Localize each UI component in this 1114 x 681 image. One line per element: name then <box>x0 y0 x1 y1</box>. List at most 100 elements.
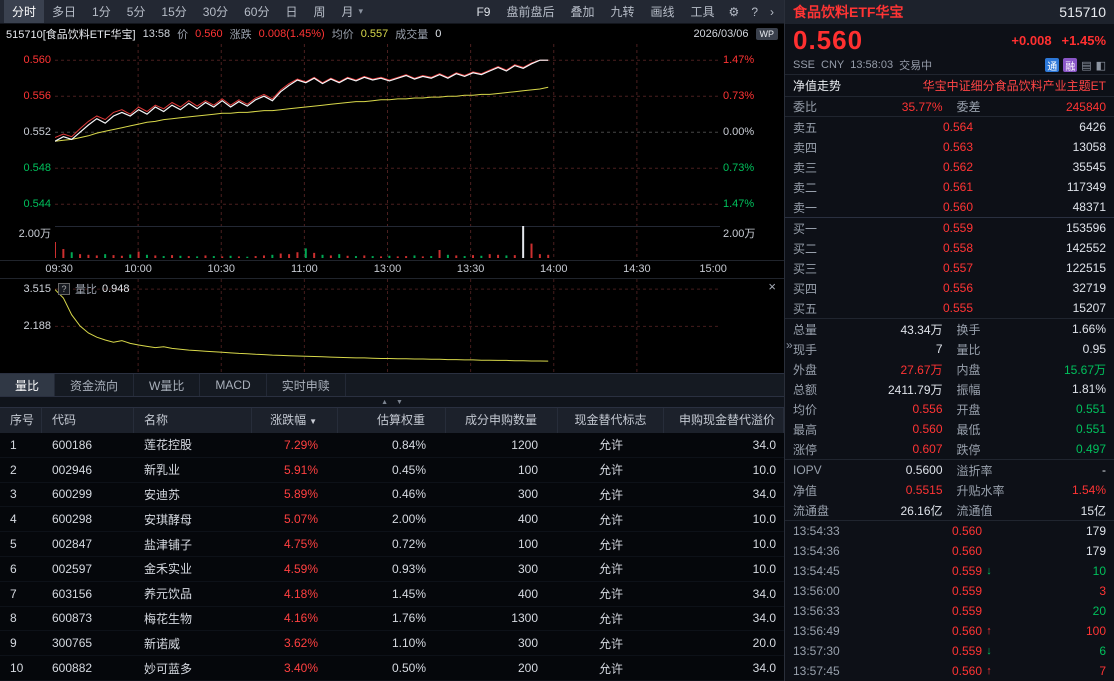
table-row[interactable]: 4 600298 安琪酵母 5.07% 2.00% 400 允许 10.0 <box>0 507 784 533</box>
tab-3[interactable]: W量比 <box>134 374 201 396</box>
chevron-right-icon[interactable]: › <box>770 4 774 19</box>
bid-level-row[interactable]: 买二 0.558 142552 <box>785 238 1114 258</box>
bid-level-row[interactable]: 买三 0.557 122515 <box>785 258 1114 278</box>
toolbar-period-1[interactable]: 分时 <box>4 0 45 23</box>
bid-level-row[interactable]: 买四 0.556 32719 <box>785 278 1114 298</box>
cell-cash-flag: 允许 <box>598 587 623 602</box>
tick-row[interactable]: 13:57:30 0.559 ↓ 6 <box>785 641 1114 661</box>
collapse-panel-icon[interactable]: » <box>786 338 793 352</box>
toolbar-period-7[interactable]: 60分 <box>244 5 270 19</box>
gear-icon[interactable]: ⚙ <box>728 4 740 19</box>
liangbi-chart-svg[interactable] <box>55 279 720 373</box>
help-icon[interactable]: ? <box>58 283 70 295</box>
tick-row[interactable]: 13:57:45 0.560 ↑ 7 <box>785 661 1114 681</box>
margin-badge-2: 融 <box>1063 58 1078 73</box>
y-axis-price-label: 0.556 <box>23 90 51 103</box>
table-row[interactable]: 10 600882 妙可蓝多 3.40% 0.50% 200 允许 34.0 <box>0 656 784 681</box>
tab-nav-trend[interactable]: 净值走势 <box>793 79 842 93</box>
fund-full-name[interactable]: 华宝中证细分食品饮料产业主题ET <box>922 79 1106 93</box>
ask-level-row[interactable]: 卖五 0.564 6426 <box>785 117 1114 137</box>
f9-button[interactable]: F9 <box>476 4 491 19</box>
cell-weight: 0.45% <box>391 462 426 477</box>
cell-index: 8 <box>10 611 17 626</box>
bid-level-label: 买一 <box>793 221 818 236</box>
tick-row[interactable]: 13:54:36 0.560 179 <box>785 541 1114 561</box>
toolbar-period-9[interactable]: 周 <box>313 5 326 19</box>
column-header-4[interactable]: 涨跌幅 ▼ <box>252 408 338 433</box>
tick-row[interactable]: 13:56:33 0.559 20 <box>785 601 1114 621</box>
tab-2[interactable]: 资金流向 <box>55 374 135 396</box>
stat-row: 最高 0.560 最低 0.551 <box>785 419 1114 439</box>
stat-value: 0.607 <box>912 442 943 456</box>
tick-row[interactable]: 13:56:00 0.559 3 <box>785 581 1114 601</box>
ask-level-row[interactable]: 卖一 0.560 48371 <box>785 197 1114 217</box>
bid-level-row[interactable]: 买五 0.555 15207 <box>785 298 1114 318</box>
change-value: 0.008(1.45%) <box>258 28 325 40</box>
table-row[interactable]: 3 600299 安迪苏 5.89% 0.46% 300 允许 34.0 <box>0 483 784 508</box>
chart-icon[interactable]: ◧ <box>1095 59 1106 72</box>
bid-level-row[interactable]: 买一 0.559 153596 <box>785 218 1114 238</box>
toolbar-period-8[interactable]: 日 <box>285 5 298 19</box>
price-chart-svg[interactable] <box>55 44 720 260</box>
cell-weight: 0.93% <box>391 561 426 576</box>
tick-row[interactable]: 13:56:49 0.560 ↑ 100 <box>785 621 1114 641</box>
ask-level-row[interactable]: 卖三 0.562 35545 <box>785 157 1114 177</box>
table-row[interactable]: 2 002946 新乳业 5.91% 0.45% 100 允许 10.0 <box>0 458 784 483</box>
toolbar-period-10[interactable]: 月 <box>341 5 354 19</box>
table-row[interactable]: 5 002847 盐津铺子 4.75% 0.72% 100 允许 10.0 <box>0 532 784 557</box>
column-header-7[interactable]: 现金替代标志 <box>558 408 664 433</box>
table-row[interactable]: 7 603156 养元饮品 4.18% 1.45% 400 允许 34.0 <box>0 582 784 607</box>
ask-price: 0.560 <box>942 200 973 214</box>
period-dropdown-icon[interactable]: ▾ <box>358 6 364 16</box>
toolbar-period-3[interactable]: 1分 <box>92 5 111 19</box>
toolbar-tool-3[interactable]: 九转 <box>610 5 635 19</box>
tab-5[interactable]: 实时申赎 <box>267 374 346 396</box>
close-icon[interactable]: × <box>768 279 776 294</box>
toolbar-period-4[interactable]: 5分 <box>126 5 146 19</box>
column-header-2[interactable]: 代码 <box>42 408 134 433</box>
collapse-up-icon[interactable]: ▲ <box>381 398 388 406</box>
toolbar-tool-1[interactable]: 盘前盘后 <box>506 5 555 19</box>
cell-purchase-qty: 100 <box>517 462 538 477</box>
table-row[interactable]: 9 300765 新诺威 3.62% 1.10% 300 允许 20.0 <box>0 631 784 657</box>
avg-value: 0.557 <box>360 28 389 40</box>
cell-name: 新乳业 <box>144 463 181 478</box>
help-circle-icon[interactable]: ? <box>751 4 758 19</box>
ask-level-row[interactable]: 卖四 0.563 13058 <box>785 137 1114 157</box>
splitter-handle[interactable]: ▲ ▼ <box>0 397 784 408</box>
tick-row[interactable]: 13:54:45 0.559 ↓ 10 <box>785 561 1114 581</box>
toolbar-period-6[interactable]: 30分 <box>202 5 229 19</box>
column-header-3[interactable]: 名称 <box>134 408 252 433</box>
toolbar-tool-4[interactable]: 画线 <box>650 5 675 19</box>
toolbar-period-5[interactable]: 15分 <box>161 5 187 19</box>
liangbi-subchart[interactable]: ? 量比 0.948 × 3.515 2.188 <box>0 278 784 373</box>
stat-label: 流通值 <box>956 503 993 518</box>
stat-label: 量比 <box>956 342 981 357</box>
tick-row[interactable]: 13:54:33 0.560 179 <box>785 521 1114 541</box>
printer-icon[interactable]: ▤ <box>1081 59 1092 72</box>
ask-volume: 48371 <box>1072 200 1106 214</box>
cell-change-pct: 3.62% <box>283 636 318 651</box>
ask-level-row[interactable]: 卖二 0.561 117349 <box>785 177 1114 197</box>
collapse-down-icon[interactable]: ▼ <box>396 398 403 406</box>
cell-index: 4 <box>10 512 17 527</box>
toolbar-period-2[interactable]: 多日 <box>52 5 77 19</box>
tick-price: 0.560 <box>951 664 982 678</box>
column-header-8[interactable]: 申购现金替代溢价 <box>664 408 784 433</box>
toolbar-tools: F9 盘前盘后 叠加 九转 画线 工具 ⚙ ? › <box>468 0 780 23</box>
toolbar-tool-5[interactable]: 工具 <box>690 5 715 19</box>
column-header-5[interactable]: 估算权重 <box>338 408 446 433</box>
toolbar-tool-2[interactable]: 叠加 <box>570 5 595 19</box>
tick-price: 0.560 <box>951 524 982 538</box>
tab-4[interactable]: MACD <box>200 374 267 396</box>
table-row[interactable]: 1 600186 莲花控股 7.29% 0.84% 1200 允许 34.0 <box>0 433 784 458</box>
intraday-chart[interactable]: 0.560 1.47% 0.556 0.73% 0.552 0.00% 0.548 0.73%… <box>0 44 784 260</box>
column-header-6[interactable]: 成分申购数量 <box>446 408 558 433</box>
column-header-1[interactable]: 序号 <box>0 408 42 433</box>
cell-weight: 0.46% <box>391 487 426 502</box>
cell-premium: 10.0 <box>752 537 776 552</box>
table-row[interactable]: 8 600873 梅花生物 4.16% 1.76% 1300 允许 34.0 <box>0 607 784 632</box>
table-row[interactable]: 6 002597 金禾实业 4.59% 0.93% 300 允许 10.0 <box>0 557 784 582</box>
tab-1[interactable]: 量比 <box>0 374 56 396</box>
time-axis-label: 11:00 <box>291 263 318 275</box>
